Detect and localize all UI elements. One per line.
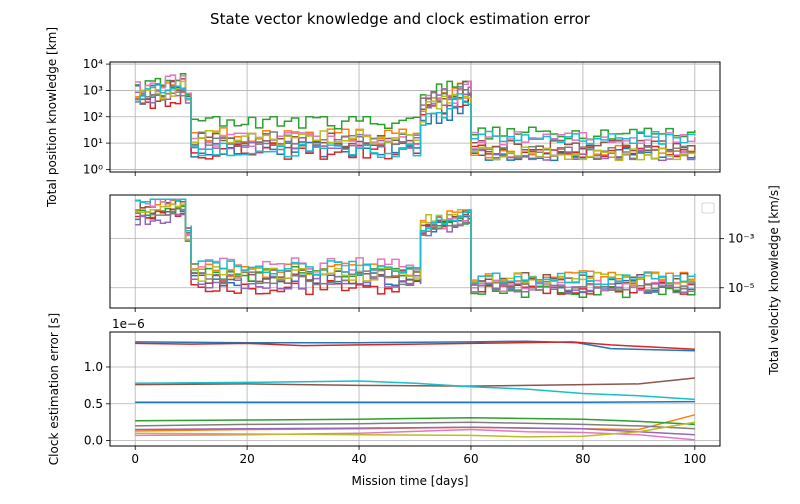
x-tick-label: 0 bbox=[131, 452, 139, 466]
y-tick-label: 10¹ bbox=[83, 136, 103, 150]
series-line bbox=[135, 377, 695, 387]
y-tick-label: 10² bbox=[83, 110, 103, 124]
y-axis-label: Clock estimation error [s] bbox=[47, 313, 61, 465]
x-tick-label: 80 bbox=[575, 452, 590, 466]
y-offset-text: 1e−6 bbox=[112, 317, 145, 331]
x-tick-label: 60 bbox=[463, 452, 478, 466]
series-line bbox=[135, 83, 696, 159]
y-tick-label: 10⁻³ bbox=[728, 232, 755, 246]
x-tick-label: 40 bbox=[351, 452, 366, 466]
axes-frame bbox=[109, 194, 721, 309]
x-tick-label: 20 bbox=[239, 452, 254, 466]
series-line bbox=[135, 380, 695, 401]
x-axis-label: Mission time [days] bbox=[352, 474, 469, 488]
y-tick-label: 10⁻⁵ bbox=[728, 281, 755, 295]
series-line bbox=[135, 421, 695, 438]
series-line bbox=[135, 400, 695, 404]
series-line bbox=[135, 417, 695, 426]
velocity-knowledge-axes: 10⁻³ 10⁻⁵ Total velocity knowledge [km/s] bbox=[109, 185, 781, 376]
y-tick-label: 0.0 bbox=[84, 434, 103, 448]
y-tick-label: 0.5 bbox=[84, 397, 103, 411]
series-line bbox=[135, 80, 696, 161]
figure-title: State vector knowledge and clock estimat… bbox=[210, 10, 591, 28]
x-tick-label: 100 bbox=[683, 452, 706, 466]
y-axis-label: Total position knowledge [km] bbox=[45, 27, 59, 208]
y-tick-label: 10³ bbox=[83, 83, 103, 97]
series-line bbox=[135, 421, 695, 430]
clock-error-axes: 0 20 40 60 80 100 0.0 0.5 1.0 1e−6 Clock estimat… bbox=[47, 313, 721, 466]
series-line bbox=[135, 206, 696, 294]
series-line bbox=[135, 198, 696, 286]
series-line bbox=[135, 341, 695, 351]
series-line bbox=[135, 203, 696, 286]
axes-frame bbox=[109, 331, 721, 447]
legend-box bbox=[701, 202, 715, 214]
series-line bbox=[135, 340, 695, 352]
y-axis-label: Total velocity knowledge [km/s] bbox=[767, 185, 781, 376]
y-tick-label: 1.0 bbox=[84, 360, 103, 374]
y-tick-label: 10⁰ bbox=[83, 162, 103, 176]
y-tick-label: 10⁴ bbox=[83, 57, 103, 71]
position-knowledge-axes: 10⁰ 10¹ 10² 10³ 10⁴ Total position knowledge… bbox=[45, 27, 721, 208]
